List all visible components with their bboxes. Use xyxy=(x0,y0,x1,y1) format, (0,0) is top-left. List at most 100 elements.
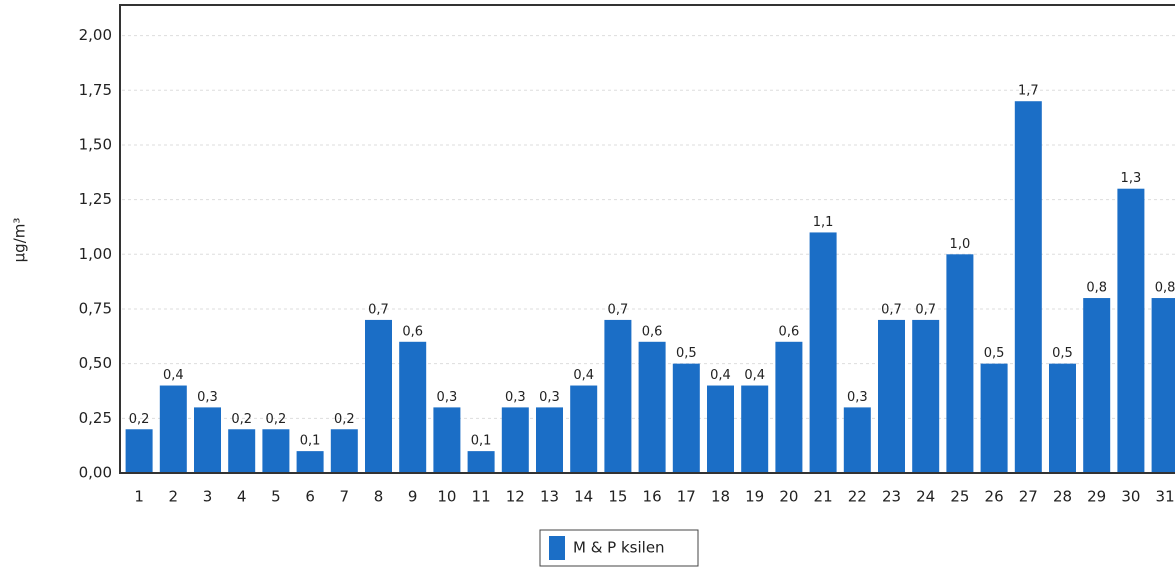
bar xyxy=(262,429,290,473)
x-tick-label: 8 xyxy=(374,488,384,506)
bar xyxy=(296,451,324,473)
value-label: 0,7 xyxy=(881,302,902,317)
bar xyxy=(946,254,974,473)
bar xyxy=(330,429,358,473)
value-label: 0,8 xyxy=(1155,281,1175,296)
bar xyxy=(980,363,1008,473)
bar xyxy=(1151,298,1175,473)
x-tick-label: 27 xyxy=(1019,488,1038,506)
y-tick-label: 1,00 xyxy=(79,245,112,263)
x-tick-label: 25 xyxy=(950,488,969,506)
bar xyxy=(570,385,598,473)
value-label: 1,7 xyxy=(1018,84,1039,99)
bar xyxy=(467,451,495,473)
legend-box xyxy=(539,529,699,567)
bar xyxy=(501,407,529,473)
y-tick-label: 1,75 xyxy=(79,81,112,99)
y-tick-label: 0,75 xyxy=(79,299,112,317)
value-label: 0,5 xyxy=(984,346,1005,361)
bar xyxy=(1049,363,1076,473)
value-label: 0,7 xyxy=(915,302,936,317)
y-tick-label: 0,00 xyxy=(79,464,112,482)
value-label: 0,3 xyxy=(539,390,560,405)
legend-swatch xyxy=(549,536,565,560)
value-label: 0,1 xyxy=(300,434,321,449)
y-tick-label: 1,25 xyxy=(79,190,112,208)
bar xyxy=(1117,188,1145,473)
value-label: 0,4 xyxy=(573,368,594,383)
value-label: 0,4 xyxy=(163,368,184,383)
bar xyxy=(741,385,769,473)
y-tick-label: 0,50 xyxy=(79,354,112,372)
value-label: 1,0 xyxy=(950,237,971,252)
x-tick-label: 9 xyxy=(408,488,418,506)
bar xyxy=(775,341,803,473)
value-label: 0,7 xyxy=(368,302,389,317)
y-axis-label: µg/m³ xyxy=(11,218,29,263)
bar xyxy=(809,232,837,473)
x-tick-label: 31 xyxy=(1156,488,1175,506)
x-tick-label: 18 xyxy=(711,488,730,506)
bar xyxy=(536,407,563,473)
bar xyxy=(638,341,666,473)
bar xyxy=(125,429,153,473)
value-label: 0,3 xyxy=(197,390,218,405)
x-tick-label: 24 xyxy=(916,488,935,506)
bar xyxy=(604,319,632,473)
x-tick-label: 15 xyxy=(608,488,627,506)
bar xyxy=(912,319,940,473)
x-tick-label: 2 xyxy=(169,488,179,506)
x-tick-label: 23 xyxy=(882,488,901,506)
x-tick-label: 10 xyxy=(437,488,456,506)
x-tick-label: 29 xyxy=(1087,488,1106,506)
bar xyxy=(228,429,256,473)
value-label: 0,3 xyxy=(437,390,458,405)
value-label: 0,2 xyxy=(231,412,252,427)
x-tick-label: 5 xyxy=(271,488,281,506)
value-label: 0,2 xyxy=(334,412,355,427)
bar xyxy=(672,363,700,473)
value-label: 0,5 xyxy=(676,346,697,361)
value-label: 0,8 xyxy=(1086,281,1107,296)
value-label: 0,2 xyxy=(266,412,287,427)
bar xyxy=(365,319,392,473)
x-tick-label: 26 xyxy=(985,488,1004,506)
y-tick-label: 1,50 xyxy=(79,135,112,153)
x-tick-label: 28 xyxy=(1053,488,1072,506)
x-tick-label: 11 xyxy=(472,488,491,506)
x-tick-label: 12 xyxy=(506,488,525,506)
y-tick-label: 0,25 xyxy=(79,409,112,427)
value-label: 0,1 xyxy=(471,434,492,449)
bar xyxy=(194,407,221,473)
bar xyxy=(1083,298,1111,473)
value-label: 0,4 xyxy=(710,368,731,383)
x-tick-label: 17 xyxy=(677,488,696,506)
value-label: 0,3 xyxy=(505,390,526,405)
value-label: 0,3 xyxy=(847,390,868,405)
bar xyxy=(433,407,461,473)
x-tick-label: 30 xyxy=(1121,488,1140,506)
value-label: 0,4 xyxy=(744,368,765,383)
value-label: 1,1 xyxy=(813,215,834,230)
bar xyxy=(399,341,427,473)
value-label: 0,6 xyxy=(779,324,800,339)
x-tick-label: 7 xyxy=(340,488,350,506)
bar xyxy=(1014,101,1042,473)
x-tick-label: 19 xyxy=(745,488,764,506)
value-label: 1,3 xyxy=(1121,171,1142,186)
bar xyxy=(159,385,187,473)
value-label: 0,2 xyxy=(129,412,150,427)
bar xyxy=(707,385,734,473)
x-tick-label: 6 xyxy=(305,488,315,506)
x-tick-label: 16 xyxy=(643,488,662,506)
x-tick-label: 20 xyxy=(779,488,798,506)
legend-label: M & P ksilen xyxy=(573,539,665,557)
x-tick-label: 13 xyxy=(540,488,559,506)
x-tick-label: 14 xyxy=(574,488,593,506)
y-tick-label: 2,00 xyxy=(79,26,112,44)
x-tick-label: 1 xyxy=(134,488,144,506)
value-label: 0,6 xyxy=(402,324,423,339)
x-tick-label: 3 xyxy=(203,488,213,506)
x-tick-label: 22 xyxy=(848,488,867,506)
